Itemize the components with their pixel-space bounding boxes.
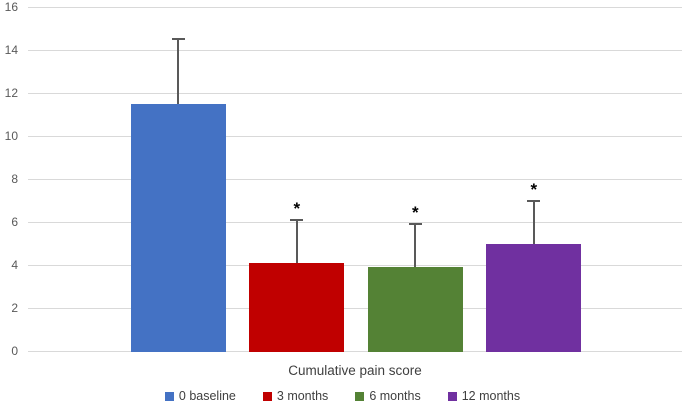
legend-item-6-months: 6 months: [355, 389, 421, 403]
bar-0-baseline: [130, 103, 226, 352]
x-axis-title: Cumulative pain score: [288, 363, 422, 378]
gridline-y-16: [28, 6, 682, 8]
gridline-y-2: [28, 307, 682, 309]
error-bar-12-months: [532, 200, 535, 244]
error-bar-cap-3-months: [290, 218, 304, 221]
gridline-y-0: [28, 350, 682, 352]
gridline-y-4: [28, 264, 682, 266]
y-tick-label-12: 12: [4, 85, 18, 100]
legend-swatch-6-months-icon: [355, 391, 365, 401]
error-bar-cap-0-baseline: [171, 38, 185, 41]
error-bar-0-baseline: [177, 39, 180, 104]
legend-item-3-months: 3 months: [262, 389, 329, 403]
gridline-y-14: [28, 49, 682, 51]
gridline-y-10: [28, 135, 682, 137]
legend-swatch-12-months-icon: [447, 391, 457, 401]
bar-6-months: [367, 267, 463, 352]
y-tick-label-14: 14: [4, 42, 18, 57]
legend-item-0-baseline: 0 baseline: [164, 389, 236, 403]
gridline-y-6: [28, 221, 682, 223]
bar-12-months: [486, 243, 582, 352]
legend-label-0-baseline: 0 baseline: [178, 389, 236, 403]
y-tick-label-16: 16: [4, 0, 18, 14]
y-tick-label-4: 4: [11, 257, 18, 272]
error-bar-cap-6-months: [408, 223, 422, 226]
gridline-y-12: [28, 92, 682, 94]
legend-swatch-3-months-icon: [262, 391, 272, 401]
legend: 0 baseline 3 months 6 months 12 months: [0, 388, 685, 404]
y-tick-label-0: 0: [11, 343, 18, 358]
legend-label-6-months: 6 months: [369, 389, 421, 403]
y-tick-label-6: 6: [11, 214, 18, 229]
significance-asterisk-12-months: *: [530, 179, 538, 199]
legend-label-3-months: 3 months: [276, 389, 329, 403]
significance-asterisk-6-months: *: [411, 203, 419, 223]
legend-label-12-months: 12 months: [461, 389, 521, 403]
y-tick-label-10: 10: [4, 128, 18, 143]
error-bar-cap-12-months: [527, 199, 541, 202]
error-bar-3-months: [295, 219, 298, 263]
significance-asterisk-3-months: *: [293, 198, 301, 218]
legend-item-12-months: 12 months: [447, 389, 521, 403]
gridline-y-8: [28, 178, 682, 180]
error-bar-6-months: [414, 224, 417, 268]
y-tick-label-2: 2: [11, 300, 18, 315]
bar-3-months: [249, 262, 345, 352]
y-tick-label-8: 8: [11, 171, 18, 186]
legend-swatch-0-baseline-icon: [164, 391, 174, 401]
